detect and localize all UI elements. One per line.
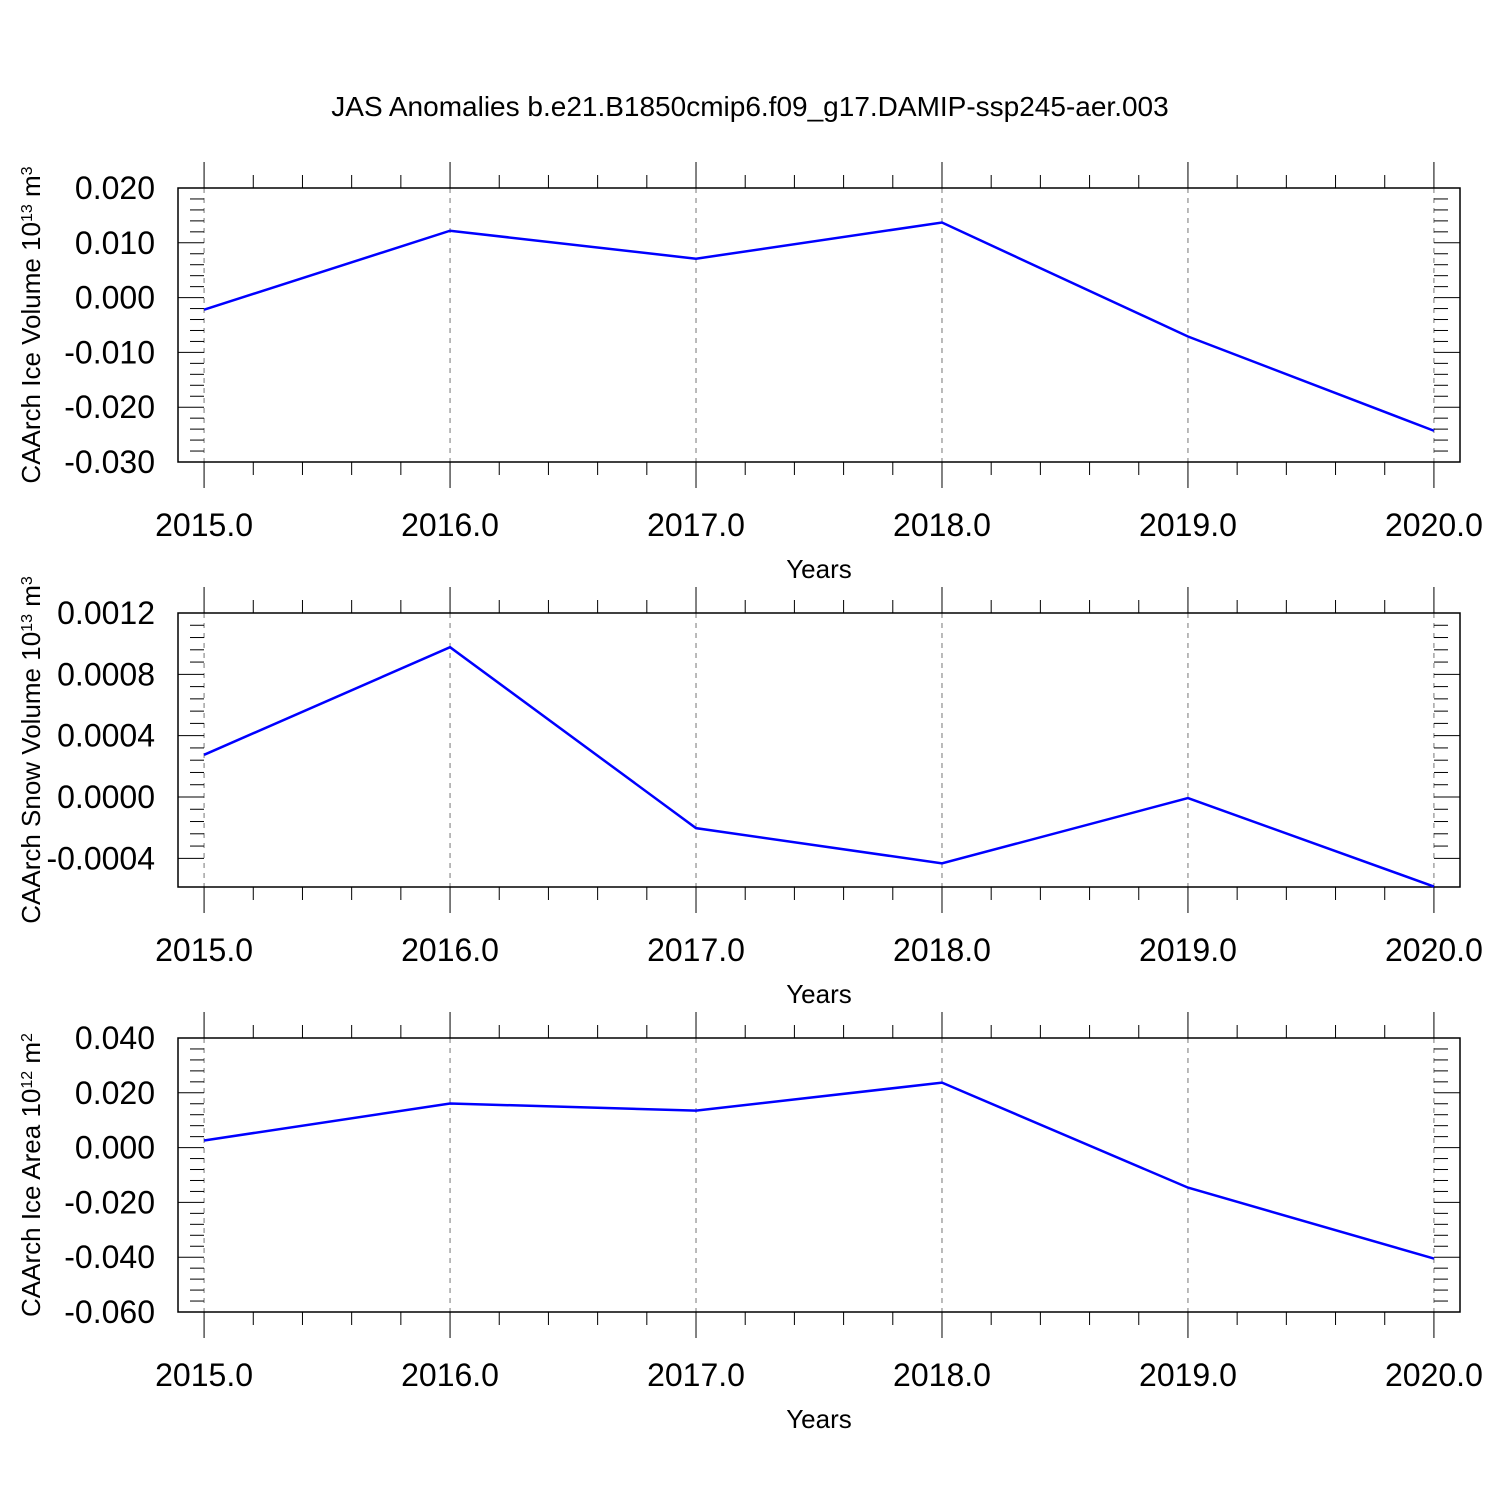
y-tick-label: -0.030: [64, 444, 155, 480]
y-tick-label: 0.020: [75, 1075, 155, 1111]
x-tick-label: 2015.0: [155, 932, 253, 968]
data-line: [203, 221, 1435, 432]
x-tick-label: 2015.0: [155, 507, 253, 543]
y-axis-label: CAArch Ice Area 1012 m2: [16, 1033, 46, 1317]
y-axis-label-part: m: [16, 1042, 46, 1071]
x-tick-label: 2020.0: [1385, 507, 1483, 543]
y-tick-label: -0.040: [64, 1239, 155, 1275]
y-tick-label: 0.0004: [57, 718, 155, 754]
y-tick-label: 0.0012: [57, 595, 155, 631]
x-tick-label: 2019.0: [1139, 507, 1237, 543]
y-axis-label: CAArch Snow Volume 1013 m3: [16, 576, 46, 924]
x-tick-label: 2018.0: [893, 1357, 991, 1393]
data-line: [203, 645, 1435, 888]
y-tick-label: -0.020: [64, 1184, 155, 1220]
y-tick-label: -0.010: [64, 334, 155, 370]
x-tick-label: 2018.0: [893, 932, 991, 968]
y-axis-label-superscript: 2: [19, 1033, 36, 1042]
x-tick-label: 2015.0: [155, 1357, 253, 1393]
x-axis-label: Years: [786, 1404, 852, 1434]
y-axis-label-superscript: 3: [19, 166, 36, 175]
x-tick-label: 2019.0: [1139, 932, 1237, 968]
x-tick-label: 2017.0: [647, 1357, 745, 1393]
x-tick-label: 2017.0: [647, 507, 745, 543]
y-axis-label-superscript: 13: [19, 614, 36, 632]
y-axis-label-superscript: 13: [19, 204, 36, 222]
y-tick-label: -0.020: [64, 389, 155, 425]
chart-title: JAS Anomalies b.e21.B1850cmip6.f09_g17.D…: [331, 91, 1168, 122]
y-axis-label-part: CAArch Snow Volume 10: [16, 632, 46, 924]
x-tick-label: 2016.0: [401, 932, 499, 968]
x-axis-label: Years: [786, 979, 852, 1009]
y-axis-label-superscript: 3: [19, 576, 36, 585]
y-tick-label: 0.020: [75, 170, 155, 206]
y-tick-label: -0.060: [64, 1294, 155, 1330]
y-axis-label-part: m: [16, 585, 46, 614]
plot-frame: [177, 1037, 1461, 1313]
x-tick-label: 2020.0: [1385, 1357, 1483, 1393]
y-tick-label: 0.000: [75, 1130, 155, 1166]
x-tick-label: 2016.0: [401, 507, 499, 543]
y-axis-label-superscript: 12: [19, 1071, 36, 1089]
plot-frame: [177, 612, 1461, 888]
x-tick-label: 2016.0: [401, 1357, 499, 1393]
y-tick-label: 0.0000: [57, 779, 155, 815]
x-axis-label: Years: [786, 554, 852, 584]
y-axis-label-part: CAArch Ice Area 10: [16, 1089, 46, 1317]
x-tick-label: 2017.0: [647, 932, 745, 968]
y-axis-label-part: m: [16, 175, 46, 204]
y-axis-label: CAArch Ice Volume 1013 m3: [16, 166, 46, 483]
y-tick-label: 0.040: [75, 1020, 155, 1056]
plot-frame: [177, 187, 1461, 463]
y-tick-label: 0.0008: [57, 656, 155, 692]
y-axis-label-part: CAArch Ice Volume 10: [16, 222, 46, 484]
data-line: [203, 1081, 1435, 1260]
y-tick-label: 0.000: [75, 280, 155, 316]
x-tick-label: 2020.0: [1385, 932, 1483, 968]
y-tick-label: 0.010: [75, 225, 155, 261]
y-tick-label: -0.0004: [46, 840, 155, 876]
x-tick-label: 2019.0: [1139, 1357, 1237, 1393]
x-tick-label: 2018.0: [893, 507, 991, 543]
